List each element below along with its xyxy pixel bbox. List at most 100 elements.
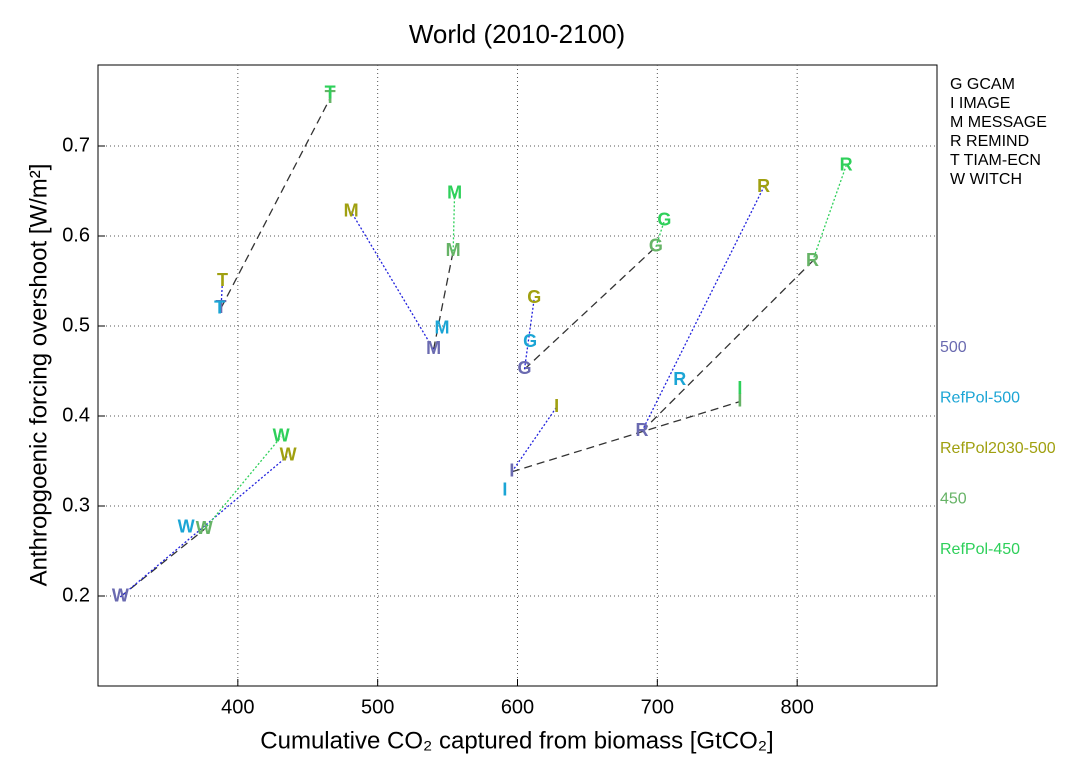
point-letter: R [757,176,770,196]
point-letter: G [523,331,537,351]
chart-title: World (2010-2100) [409,19,625,49]
point: M [447,182,462,202]
point: W [273,425,290,445]
point-letter: T [325,87,336,107]
connector [432,251,454,350]
point: G [523,331,537,351]
x-tick-label: 700 [641,696,674,718]
model-legend-entry: M MESSAGE [950,114,1047,131]
connector [220,98,331,309]
point-letter: R [806,250,819,270]
connector [119,455,289,598]
connector [655,220,665,247]
point: W [280,444,297,464]
point-letter: W [280,444,297,464]
legend-entry: 450 [940,491,967,508]
y-tick-label: 0.4 [62,404,90,426]
point: T [214,298,225,318]
point-letter: R [840,155,853,175]
point-letter: I [509,461,514,481]
point: I [502,479,507,499]
point-letter: M [446,240,461,260]
point: T [325,83,336,103]
point-letter: M [426,338,441,358]
point: G [657,209,671,229]
point-letter: T [325,83,336,103]
model-name: WITCH [970,171,1022,188]
model-name: IMAGE [959,95,1011,112]
connector [220,280,224,309]
model-name: MESSAGE [968,114,1047,131]
point-letter: M [344,200,359,220]
point-letter: I [502,479,507,499]
x-tick-label: 400 [221,696,254,718]
point: I [737,390,742,410]
point-letter: R [635,420,648,440]
point-letter: I [737,390,742,410]
connector [511,406,558,473]
connector [452,193,456,252]
point: G [517,358,531,378]
connector [350,211,435,350]
point-letter: M [447,182,462,202]
model-code: G [950,76,962,93]
point-letter: W [112,586,129,606]
point: M [434,317,449,337]
model-code: R [950,133,962,150]
point-letter: G [527,287,541,307]
point: T [325,87,336,107]
y-tick-label: 0.5 [62,314,90,336]
point-letter: W [178,516,195,536]
y-tick-label: 0.3 [62,494,90,516]
point-letter: R [673,369,686,389]
y-tick-label: 0.6 [62,224,90,246]
connector [641,260,814,432]
point-letter: M [434,317,449,337]
point: W [178,516,195,536]
model-legend-entry: I IMAGE [950,95,1010,112]
model-name: REMIND [966,133,1029,150]
model-code: M [950,114,963,131]
legend-entry: RefPol-450 [940,541,1020,558]
point: M [426,338,441,358]
point-letter: W [196,518,213,538]
legend-entry: RefPol2030-500 [940,440,1056,457]
point-letter: G [657,209,671,229]
point: W [112,586,129,606]
model-legend-entry: G GCAM [950,76,1015,93]
connector [641,187,765,432]
point: R [806,250,819,270]
y-tick-label: 0.7 [62,134,90,156]
connector [811,165,847,262]
point: M [446,240,461,260]
point: R [635,420,648,440]
model-code: I [950,95,954,112]
y-tick-label: 0.2 [62,584,90,606]
legend-entry: 500 [940,339,967,356]
x-tick-label: 800 [780,696,813,718]
point: T [217,270,228,290]
point: I [509,461,514,481]
point-letter: G [649,236,663,256]
point-letter: I [554,396,559,416]
point-letter: T [214,298,225,318]
point: T [216,297,227,317]
point-letter: G [517,358,531,378]
connector [511,400,741,473]
point: M [344,200,359,220]
point: R [840,155,853,175]
legend-entry: RefPol-500 [940,390,1020,407]
model-code: W [950,171,966,188]
connector [203,436,282,530]
point: G [527,287,541,307]
point-letter: T [216,297,227,317]
model-name: GCAM [967,76,1015,93]
point: G [649,236,663,256]
point: R [673,369,686,389]
model-legend-entry: W WITCH [950,171,1022,188]
model-code: T [950,152,960,169]
y-axis-label: Anthropgoenic forcing overshoot [W/m²] [25,164,52,587]
point: R [757,176,770,196]
